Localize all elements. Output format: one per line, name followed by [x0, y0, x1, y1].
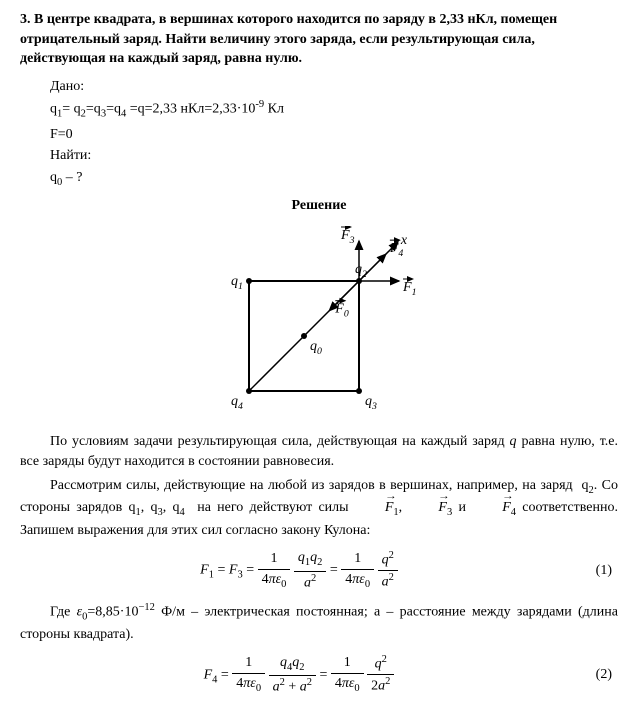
given-line-1: q1= q2=q3=q4 =q=2,33 нКл=2,33·10-9 Кл [50, 98, 618, 122]
svg-text:q4: q4 [231, 394, 243, 412]
find-line: q0 – ? [50, 168, 618, 190]
formula-2-row: F4 = 14πε0 q4q2a2 + a2 = 14πε0 q22a2 (2) [20, 653, 618, 698]
formula-1-number: (1) [578, 561, 618, 581]
find-label: Найти: [50, 146, 618, 166]
svg-text:q2: q2 [355, 262, 367, 280]
svg-text:q0: q0 [310, 339, 322, 357]
given-line-2: F=0 [50, 125, 618, 145]
figure: q1q2q3q4q0F0F1F3F4x [20, 226, 618, 423]
solution-paragraph-2: Рассмотрим силы, действующие на любой из… [20, 476, 618, 541]
svg-text:F3: F3 [340, 228, 355, 246]
formula-1-row: F1 = F3 = 14πε0 q1q2a2 = 14πε0 q2a2 (1) [20, 548, 618, 593]
svg-text:q1: q1 [231, 274, 243, 292]
figure-svg: q1q2q3q4q0F0F1F3F4x [204, 226, 434, 416]
formula-1: F1 = F3 = 14πε0 q1q2a2 = 14πε0 q2a2 [20, 548, 578, 593]
solution-title: Решение [20, 196, 618, 216]
given-label: Дано: [50, 77, 618, 97]
solution-paragraph-3: Где ε0=8,85·10−12 Ф/м – электрическая по… [20, 601, 618, 645]
formula-2: F4 = 14πε0 q4q2a2 + a2 = 14πε0 q22a2 [20, 653, 578, 698]
svg-text:q3: q3 [365, 394, 377, 412]
formula-2-number: (2) [578, 665, 618, 685]
solution-paragraph-1: По условиям задачи результирующая сила, … [20, 432, 618, 471]
given-block: Дано: q1= q2=q3=q4 =q=2,33 нКл=2,33·10-9… [50, 77, 618, 190]
svg-text:F0: F0 [334, 301, 349, 319]
svg-text:x: x [400, 233, 408, 248]
problem-statement: 3. В центре квадрата, в вершинах которог… [20, 10, 618, 69]
problem-number: 3. [20, 12, 31, 27]
svg-text:F1: F1 [402, 280, 416, 298]
problem-text: В центре квадрата, в вершинах которого н… [20, 12, 557, 66]
